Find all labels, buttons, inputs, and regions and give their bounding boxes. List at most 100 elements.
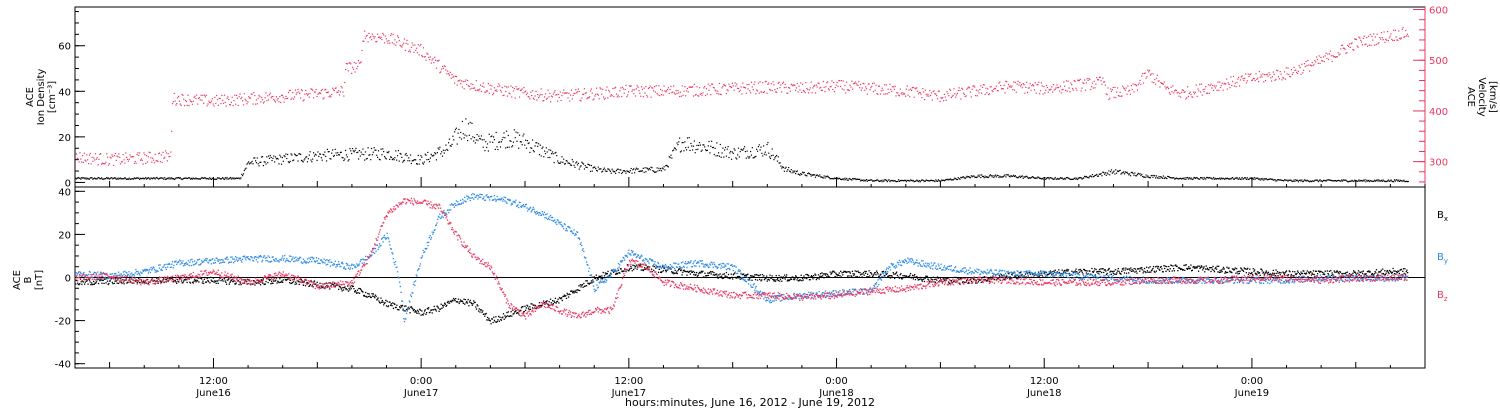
data-point [765,154,767,156]
data-point [730,86,733,89]
data-point [1315,56,1318,58]
data-point [1314,59,1316,62]
data-point [509,315,511,317]
data-point [858,276,860,278]
data-point [1059,85,1062,87]
data-point [847,271,849,273]
data-point [885,84,888,86]
data-point [103,282,105,285]
data-point [361,153,363,155]
data-point [900,273,902,275]
data-point [525,147,528,149]
data-point [179,103,181,105]
data-point [612,170,614,172]
data-point [521,306,523,308]
data-point [856,84,858,86]
data-point [1257,80,1260,83]
data-point [687,270,689,273]
data-point [669,156,671,159]
data-point [1036,177,1038,179]
data-point [232,104,234,107]
data-point [1071,270,1073,272]
data-point [608,274,611,277]
data-point [200,277,202,279]
data-point [437,306,439,308]
data-point [647,168,649,170]
data-point [1169,93,1171,95]
data-point [545,147,547,149]
data-point [528,308,530,311]
data-point [1279,70,1281,73]
data-point [211,98,213,100]
data-point [788,280,790,282]
data-point [1025,86,1027,88]
data-point [248,279,251,281]
data-point [234,283,237,285]
data-point [605,273,607,275]
data-point [284,278,287,281]
data-point [218,177,220,179]
data-point [724,275,726,277]
data-point [1390,33,1392,35]
data-point [178,278,181,280]
data-point [1297,70,1299,72]
data-point [1205,265,1207,267]
data-point [1331,180,1333,182]
data-point [659,265,661,268]
data-point [309,283,311,286]
data-point [900,180,902,182]
data-point [165,278,167,280]
data-point [296,92,298,94]
data-point [553,91,555,93]
data-point [428,58,431,61]
data-point [720,156,722,158]
data-point [959,282,961,284]
data-point [358,62,361,64]
data-point [1286,73,1288,75]
data-point [671,271,673,273]
data-point [219,277,221,279]
data-point [673,147,676,149]
data-point [142,281,145,283]
data-point [881,87,883,89]
data-point [920,93,922,95]
data-point [1005,80,1007,82]
data-point [614,170,616,173]
data-point [98,158,100,161]
data-point [898,95,901,97]
data-point [711,271,713,273]
data-point [1275,180,1277,182]
data-point [422,47,425,49]
data-point [592,279,594,281]
data-point [880,90,882,92]
data-point [886,181,888,183]
data-point [1170,177,1172,179]
data-point [991,277,993,279]
data-point [723,277,725,279]
data-point [868,83,870,85]
data-point [1311,61,1313,64]
data-point [660,88,662,91]
data-point [1245,271,1247,274]
data-point [201,99,203,101]
data-point [865,180,867,182]
data-point [1142,175,1144,178]
data-point [580,100,582,102]
data-point [565,160,567,162]
data-point [542,146,544,148]
data-point [814,84,816,87]
data-point [326,284,328,287]
data-point [840,276,842,278]
data-point [843,270,845,273]
data-point [284,276,286,279]
data-point [762,276,764,279]
data-point [163,157,165,159]
data-point [239,178,241,180]
data-point [127,160,129,162]
data-point [748,157,750,159]
data-point [872,82,874,85]
data-point [544,153,547,155]
data-point [934,181,936,183]
data-point [825,175,827,177]
data-point [1253,270,1255,272]
